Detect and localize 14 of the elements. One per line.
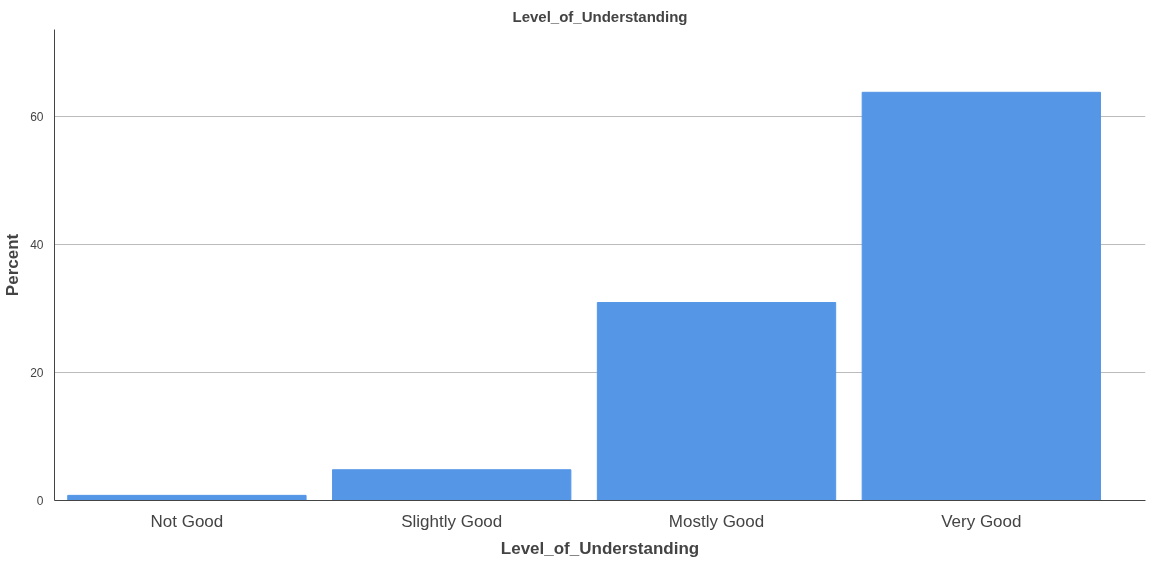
bar (332, 469, 572, 501)
y-tick-label: 40 (30, 237, 44, 252)
x-tick-label: Mostly Good (668, 511, 765, 531)
bar (596, 301, 837, 501)
y-tick-label: 0 (36, 494, 44, 508)
x-tick-label: Slightly Good (401, 511, 503, 531)
x-axis-title: Level_of_Understanding (500, 538, 700, 558)
y-tick-label: 60 (30, 109, 44, 124)
x-tick-label: Very Good (941, 511, 1022, 531)
y-tick-label: 20 (30, 365, 44, 380)
chart-title: Level_of_Understanding (512, 7, 688, 25)
x-tick-label: Not Good (150, 511, 224, 531)
bar (861, 91, 1101, 501)
y-axis-title: Percent (3, 233, 23, 297)
